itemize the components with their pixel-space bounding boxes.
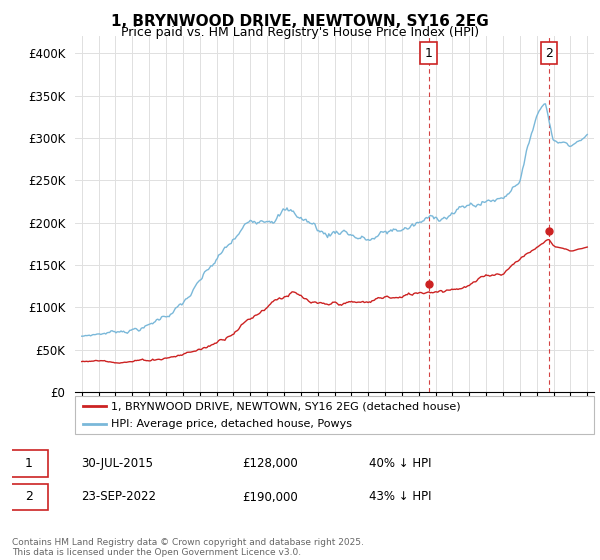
Text: £190,000: £190,000 (242, 491, 298, 503)
FancyBboxPatch shape (9, 484, 48, 510)
Text: £128,000: £128,000 (242, 457, 298, 470)
Text: 43% ↓ HPI: 43% ↓ HPI (369, 491, 431, 503)
FancyBboxPatch shape (75, 396, 594, 434)
Text: 1: 1 (425, 47, 433, 60)
Text: 1, BRYNWOOD DRIVE, NEWTOWN, SY16 2EG (detached house): 1, BRYNWOOD DRIVE, NEWTOWN, SY16 2EG (de… (112, 401, 461, 411)
Text: Price paid vs. HM Land Registry's House Price Index (HPI): Price paid vs. HM Land Registry's House … (121, 26, 479, 39)
Text: 1: 1 (25, 457, 32, 470)
Text: 2: 2 (545, 47, 553, 60)
Text: Contains HM Land Registry data © Crown copyright and database right 2025.
This d: Contains HM Land Registry data © Crown c… (12, 538, 364, 557)
Text: 23-SEP-2022: 23-SEP-2022 (81, 491, 156, 503)
Text: HPI: Average price, detached house, Powys: HPI: Average price, detached house, Powy… (112, 419, 352, 429)
FancyBboxPatch shape (9, 450, 48, 477)
Text: 2: 2 (25, 491, 32, 503)
Text: 40% ↓ HPI: 40% ↓ HPI (369, 457, 431, 470)
Text: 30-JUL-2015: 30-JUL-2015 (81, 457, 153, 470)
Text: 1, BRYNWOOD DRIVE, NEWTOWN, SY16 2EG: 1, BRYNWOOD DRIVE, NEWTOWN, SY16 2EG (111, 14, 489, 29)
